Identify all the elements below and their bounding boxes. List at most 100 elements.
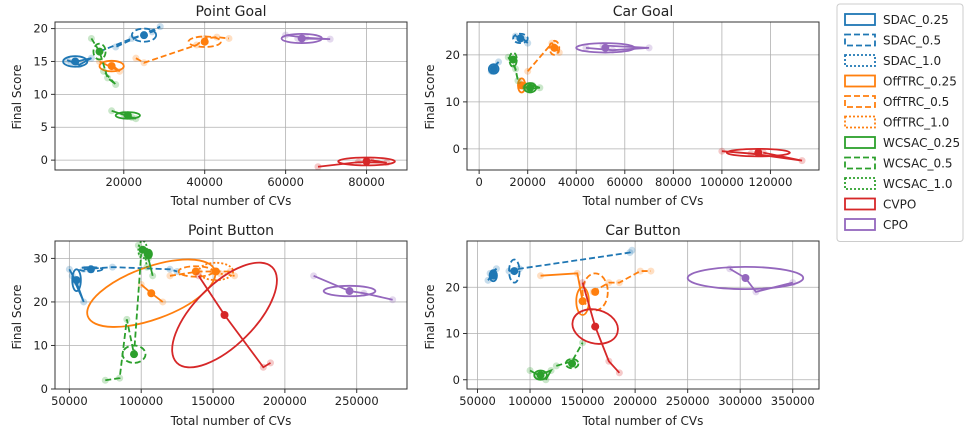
confidence-ellipse — [130, 27, 158, 43]
y-tick-label: 30 — [33, 251, 48, 265]
series-sdac-0-25 — [487, 58, 503, 75]
x-tick-label: 150000 — [191, 394, 235, 408]
legend-swatch — [844, 95, 876, 108]
panel-car-button: Car Button Total number of CVs Final Sco… — [423, 223, 820, 428]
legend-label: OffTRC_0.5 — [883, 95, 949, 109]
series-line — [147, 258, 154, 277]
mean-marker — [509, 55, 518, 64]
legend-swatch — [844, 74, 876, 88]
confidence-ellipse — [62, 55, 89, 68]
legend-label: OffTRC_1.0 — [883, 116, 949, 130]
x-tick-label: 300000 — [718, 394, 762, 408]
legend-swatch — [844, 54, 876, 67]
mean-marker — [536, 371, 545, 380]
series-wcsac-0-25 — [526, 367, 555, 384]
confidence-ellipse — [487, 63, 500, 75]
series-cpo — [310, 272, 397, 304]
legend-label: SDAC_1.0 — [883, 54, 941, 68]
y-tick-label: 0 — [453, 142, 460, 156]
x-tick-label: 40000 — [186, 175, 223, 189]
mean-marker — [591, 287, 600, 296]
y-tick-label: 20 — [33, 295, 48, 309]
mean-marker — [211, 267, 220, 276]
y-axis-label: Final Score — [10, 284, 24, 349]
series-line — [592, 270, 651, 293]
panel-title: Car Button — [605, 223, 680, 239]
series-cvpo — [718, 147, 806, 165]
x-tick-label: 150000 — [561, 394, 605, 408]
confidence-ellipse — [564, 358, 580, 370]
confidence-ellipse — [581, 272, 609, 312]
y-tick-label: 10 — [445, 327, 460, 341]
mean-marker — [601, 43, 610, 52]
mean-marker — [86, 265, 95, 274]
legend-swatch — [844, 177, 876, 190]
mean-marker — [526, 83, 535, 92]
x-axis-label: Total number of CVs — [170, 414, 292, 428]
x-axis-label: Total number of CVs — [170, 194, 292, 208]
series-wcsac-0-5 — [87, 34, 120, 88]
confidence-ellipse — [533, 369, 548, 381]
mean-marker — [489, 64, 498, 73]
confidence-ellipse — [686, 265, 805, 290]
y-axis-label: Final Score — [10, 64, 24, 129]
confidence-ellipse — [523, 82, 538, 94]
series-wcsac-0-5 — [101, 250, 147, 384]
mean-marker — [741, 274, 750, 282]
y-tick-label: 0 — [41, 153, 48, 167]
mean-marker — [138, 245, 147, 254]
series-cpo — [575, 41, 653, 54]
mean-marker — [144, 250, 153, 259]
confidence-ellipse — [71, 268, 82, 292]
confidence-ellipse — [571, 308, 619, 345]
legend-swatch — [844, 33, 876, 47]
series-sdac-0-5 — [512, 32, 532, 47]
legend-label: WCSAC_0.5 — [883, 157, 953, 171]
series-line — [197, 275, 271, 369]
x-axis-label: Total number of CVs — [582, 194, 704, 208]
series-wcsac-0-25 — [108, 107, 141, 123]
plot-frame — [466, 21, 820, 171]
mean-marker — [510, 267, 519, 276]
x-tick-label: 250000 — [335, 394, 379, 408]
mean-marker — [200, 37, 209, 46]
x-tick-label: 40000 — [558, 175, 595, 189]
plot-frame — [54, 21, 408, 171]
mean-marker — [72, 276, 81, 285]
x-tick-label: 50000 — [459, 394, 496, 408]
panel-point-goal: Point Goal Total number of CVs Final Sco… — [10, 4, 408, 208]
series-wcsac-0-25 — [521, 81, 544, 94]
confidence-ellipse — [512, 32, 529, 45]
mean-marker — [591, 322, 600, 331]
series-offtrc-0-5 — [132, 33, 233, 67]
legend-swatch — [844, 156, 876, 170]
series-line — [212, 270, 235, 277]
series-sdac-0-25 — [62, 54, 95, 69]
x-tick-label: 60000 — [267, 175, 304, 189]
y-axis-label: Final Score — [423, 64, 437, 129]
panel-title: Point Goal — [195, 4, 266, 20]
x-tick-label: 120000 — [748, 175, 792, 189]
series-wcsac-1-0 — [134, 241, 151, 271]
y-tick-label: 20 — [445, 280, 460, 294]
x-axis-label: Total number of CVs — [582, 414, 704, 428]
mean-marker — [123, 111, 132, 120]
mean-marker — [107, 62, 116, 71]
x-tick-label: 200000 — [263, 394, 307, 408]
legend-label: OffTRC_0.25 — [883, 75, 957, 89]
data-point — [128, 34, 136, 42]
data-point — [514, 77, 522, 85]
mean-marker — [220, 311, 229, 319]
series-cvpo — [571, 279, 623, 377]
confidence-ellipse — [121, 344, 147, 364]
legend-frame — [836, 3, 964, 242]
legend-swatch — [844, 115, 876, 129]
mean-marker — [297, 34, 306, 43]
plot-frame — [466, 240, 820, 390]
y-tick-label: 20 — [33, 22, 48, 36]
y-tick-label: 5 — [41, 120, 48, 134]
series-line — [556, 342, 584, 367]
mean-marker — [362, 157, 371, 166]
x-tick-label: 50000 — [51, 394, 88, 408]
legend-swatch — [844, 136, 876, 149]
